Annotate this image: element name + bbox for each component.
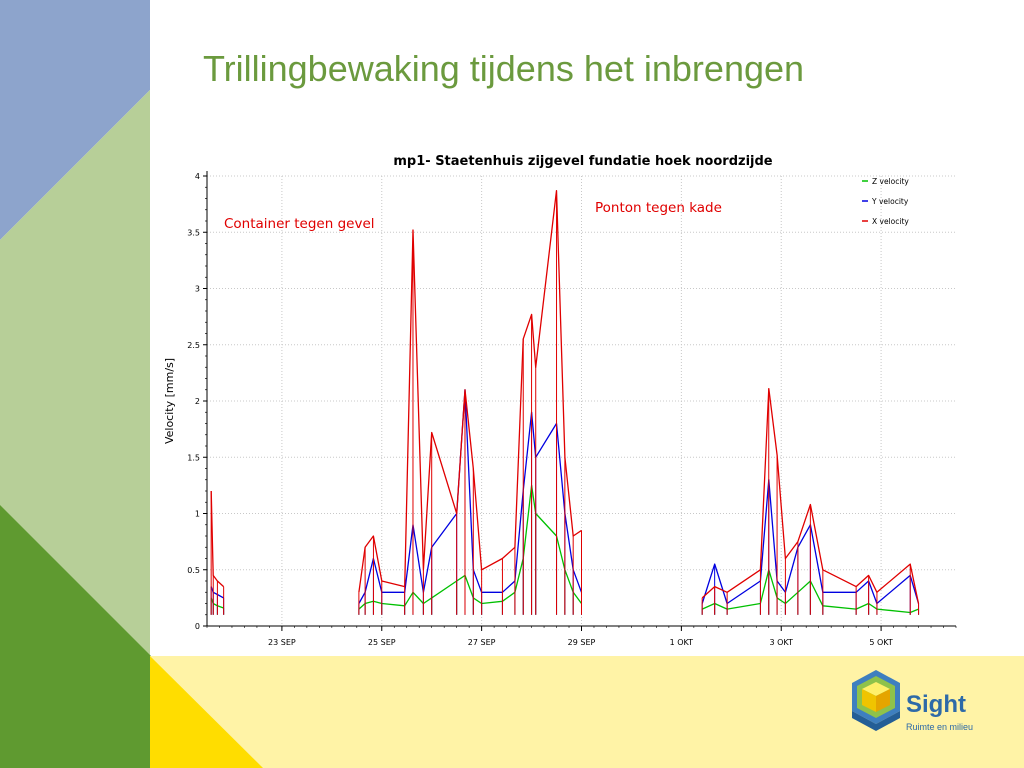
- x-tick-label: 23 SEP: [268, 638, 296, 647]
- y-axis-label: Velocity [mm/s]: [163, 358, 176, 444]
- x-tick-label: 25 SEP: [368, 638, 396, 647]
- annotation-container: Container tegen gevel: [224, 216, 375, 232]
- y-tick-label: 0: [195, 622, 200, 631]
- x-tick-label: 5 OKT: [869, 638, 893, 647]
- gold-triangle-shape: [150, 656, 263, 768]
- annotation-ponton: Ponton tegen kade: [595, 200, 722, 216]
- x-tick-label: 1 OKT: [670, 638, 694, 647]
- velocity-chart: mp1- Staetenhuis zijgevel fundatie hoek …: [163, 154, 957, 647]
- legend: Z velocity Y velocity X velocity: [862, 177, 909, 226]
- blue-corner-shape: [0, 0, 150, 240]
- logo-tagline: Ruimte en milieu: [906, 722, 973, 732]
- series-x-velocity: [210, 189, 920, 615]
- y-tick-label: 4: [195, 172, 200, 181]
- hexagon-cube-logo-icon: [852, 670, 900, 731]
- x-tick-label: 3 OKT: [770, 638, 794, 647]
- y-tick-label: 3.5: [187, 228, 200, 237]
- y-tick-label: 2.5: [187, 341, 200, 350]
- y-tick-label: 2: [195, 397, 200, 406]
- sight-logo: Sight Ruimte en milieu: [852, 670, 973, 732]
- axes: 0 0.5 1 1.5 2 2.5 3 3.5 4 23 SEP 25 SEP 27 SEP 29 SE…: [187, 171, 957, 647]
- legend-label: X velocity: [872, 217, 909, 226]
- y-tick-label: 3: [195, 285, 200, 294]
- legend-label: Y velocity: [871, 197, 909, 206]
- x-tick-label: 29 SEP: [568, 638, 596, 647]
- legend-label: Z velocity: [872, 177, 909, 186]
- chart-title: mp1- Staetenhuis zijgevel fundatie hoek …: [393, 154, 772, 169]
- y-tick-label: 0.5: [187, 566, 200, 575]
- x-tick-label: 27 SEP: [468, 638, 496, 647]
- y-tick-label: 1.5: [187, 453, 200, 462]
- logo-name: Sight: [906, 691, 966, 718]
- slide-title: Trillingbewaking tijdens het inbrengen: [203, 48, 805, 89]
- y-tick-label: 1: [195, 510, 200, 519]
- series-layer: [210, 189, 920, 615]
- chart-panel: mp1- Staetenhuis zijgevel fundatie hoek …: [152, 143, 958, 656]
